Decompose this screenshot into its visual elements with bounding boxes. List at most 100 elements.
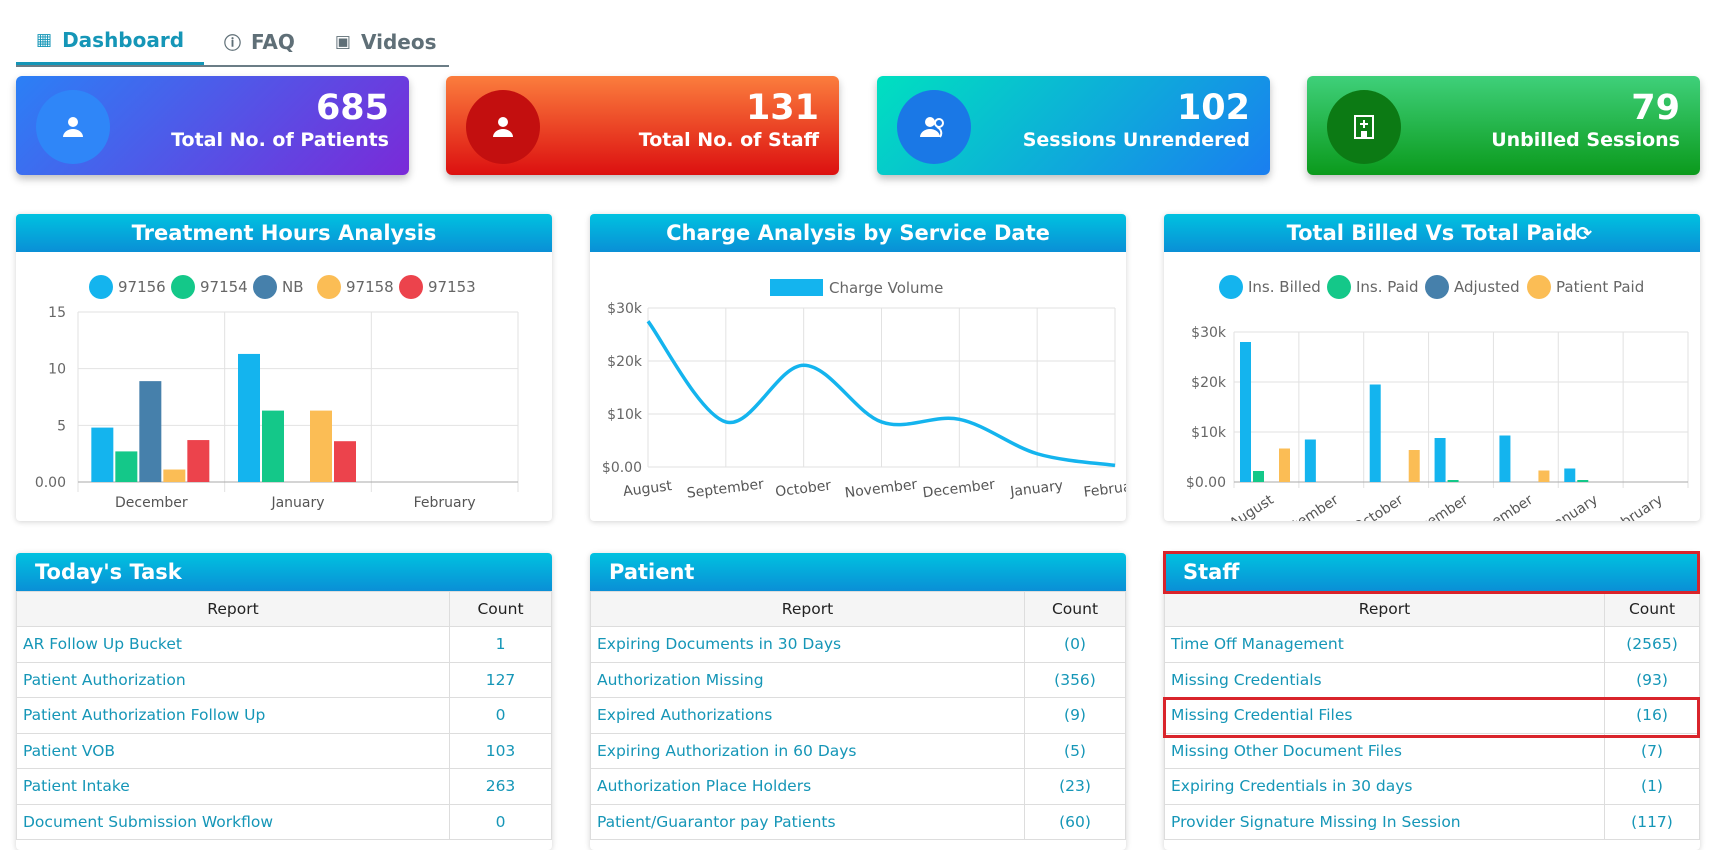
tab-label: FAQ [251,29,295,54]
report-link[interactable]: Patient Authorization [23,670,186,689]
count-cell[interactable]: 103 [449,732,552,769]
count-cell[interactable]: 263 [449,768,552,805]
x-tick-label: August [622,478,673,500]
report-link[interactable]: Expiring Documents in 30 Days [597,635,842,654]
table-row[interactable]: Provider Signature Missing In Session (11… [1164,803,1700,840]
table-row[interactable]: Patient Authorization 127 [16,661,552,698]
x-tick-label: February [1605,492,1666,521]
count-cell[interactable]: (93) [1604,661,1700,698]
bar [163,469,186,482]
table-row[interactable]: Time Off Management (2565) [1164,626,1700,663]
column-header: Report [16,591,450,627]
table-row[interactable]: Expiring Authorization in 60 Days (5) [590,732,1126,769]
tab-label: Videos [360,29,437,54]
legend-marker [171,275,195,299]
table-row[interactable]: Patient Intake 263 [16,768,552,805]
table-row[interactable]: AR Follow Up Bucket 1 [16,626,552,663]
table-row[interactable]: Authorization Missing (356) [590,661,1126,698]
bar [1447,480,1459,482]
report-link[interactable]: Provider Signature Missing In Session [1171,812,1461,831]
x-tick-label: January [1547,492,1601,521]
video-icon: ▣ [334,31,351,52]
legend-marker [253,275,277,299]
x-tick-label: December [922,477,996,502]
bar [334,441,356,482]
table-row[interactable]: Document Submission Workflow 0 [16,803,552,840]
report-link[interactable]: Patient/Guarantor pay Patients [597,812,836,831]
bar [187,440,210,482]
count-cell[interactable]: (5) [1024,732,1126,769]
count-cell[interactable]: (16) [1604,697,1700,734]
report-link[interactable]: Authorization Place Holders [597,777,812,796]
report-link[interactable]: Authorization Missing [597,670,764,689]
staff-table: Report Count Time Off Management (2565) Mis… [1164,591,1700,840]
y-tick-label: 10 [48,362,66,378]
report-link[interactable]: AR Follow Up Bucket [23,635,182,654]
report-cell: Expiring Authorization in 60 Days [590,732,1025,769]
report-link[interactable]: Missing Other Document Files [1171,741,1402,760]
legend-marker [1327,275,1351,299]
sessions-unrendered-card[interactable]: 102 Sessions Unrendered [877,76,1270,175]
count-cell[interactable]: (2565) [1604,626,1700,663]
bar [1304,439,1316,482]
table-row[interactable]: Patient VOB 103 [16,732,552,769]
report-link[interactable]: Expired Authorizations [597,706,773,725]
table-row[interactable]: Patient/Guarantor pay Patients (60) [590,803,1126,840]
hospital-icon [1327,90,1401,164]
count-cell[interactable]: 0 [449,803,552,840]
tab-videos[interactable]: ▣ Videos [315,18,457,65]
count-cell[interactable]: 1 [449,626,552,663]
staff-card[interactable]: 131 Total No. of Staff [446,76,839,175]
card-label: Total No. of Patients [171,129,389,151]
table-row[interactable]: Missing Credentials (93) [1164,661,1700,698]
table-row[interactable]: Missing Credential Files (16) [1164,697,1700,734]
tab-faq[interactable]: ⓘ FAQ [204,18,315,65]
count-cell[interactable]: (60) [1024,803,1126,840]
card-label: Unbilled Sessions [1491,129,1680,151]
legend-marker [89,275,113,299]
report-link[interactable]: Missing Credentials [1171,670,1322,689]
legend-label: Patient Paid [1556,278,1644,296]
count-cell[interactable]: 0 [449,697,552,734]
table-row[interactable]: Patient Authorization Follow Up 0 [16,697,552,734]
table-row[interactable]: Authorization Place Holders (23) [590,768,1126,805]
legend-label: NB [282,278,304,296]
legend-marker [1219,275,1243,299]
unbilled-sessions-card[interactable]: 79 Unbilled Sessions [1307,76,1700,175]
count-cell[interactable]: (117) [1604,803,1700,840]
count-cell[interactable]: (23) [1024,768,1126,805]
count-cell[interactable]: (0) [1024,626,1126,663]
report-link[interactable]: Document Submission Workflow [23,812,273,831]
tab-dashboard[interactable]: ▦ Dashboard [16,18,205,65]
count-cell[interactable]: (1) [1604,768,1700,805]
billed-vs-paid-chart: Ins. Billed Ins. Paid Adjusted Patient Paid… [1186,275,1689,521]
count-cell[interactable]: (356) [1024,661,1126,698]
table-row[interactable]: Expiring Documents in 30 Days (0) [590,626,1126,663]
legend-label: 97153 [428,278,476,296]
report-link[interactable]: Time Off Management [1171,635,1344,654]
count-cell[interactable]: (7) [1604,732,1700,769]
report-link[interactable]: Patient VOB [23,741,116,760]
panel-title: Total Billed Vs Total Paid ⟳ [1164,214,1700,252]
report-cell: Missing Credentials [1164,661,1605,698]
report-link[interactable]: Expiring Authorization in 60 Days [597,741,857,760]
table-row[interactable]: Expired Authorizations (9) [590,697,1126,734]
y-tick-label: $0.00 [1186,475,1226,491]
panel-title: Treatment Hours Analysis [16,214,552,252]
report-link[interactable]: Patient Authorization Follow Up [23,706,266,725]
report-link[interactable]: Missing Credential Files [1171,706,1353,725]
series-line [646,320,1116,468]
table-row[interactable]: Missing Other Document Files (7) [1164,732,1700,769]
report-link[interactable]: Patient Intake [23,777,130,796]
patients-card[interactable]: 685 Total No. of Patients [16,76,409,175]
x-tick-label: December [115,495,188,511]
y-tick-label: $20k [607,354,643,370]
report-cell: Authorization Place Holders [590,768,1025,805]
count-cell[interactable]: 127 [449,661,552,698]
x-tick-label: November [1401,492,1471,521]
refresh-icon[interactable]: ⟳ [1576,223,1592,245]
count-cell[interactable]: (9) [1024,697,1126,734]
report-link[interactable]: Expiring Credentials in 30 days [1171,777,1413,796]
table-row[interactable]: Expiring Credentials in 30 days (1) [1164,768,1700,805]
legend-marker [1527,275,1551,299]
